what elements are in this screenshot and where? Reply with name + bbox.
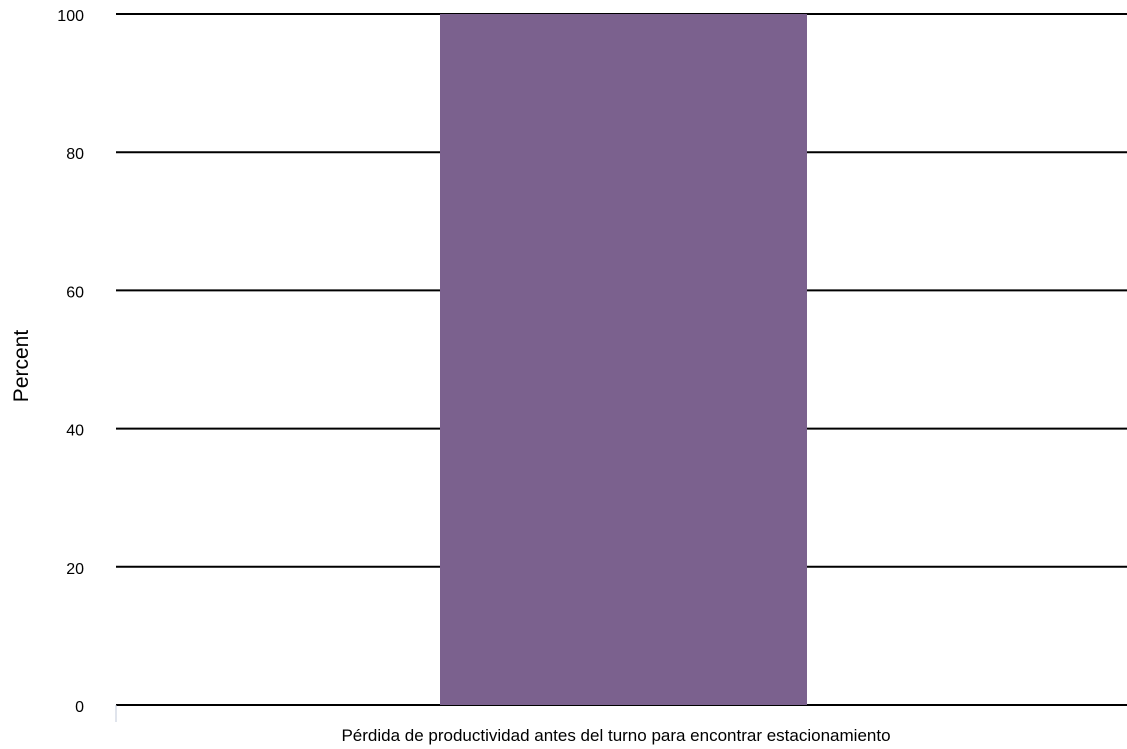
y-tick-label: 60	[66, 284, 84, 301]
y-tick-labels: 0 20 40 60 80 100	[57, 8, 84, 716]
y-tick-label: 0	[75, 699, 84, 716]
x-tick-labels: Pérdida de productividad antes del turno…	[341, 726, 890, 745]
y-tick-label: 100	[57, 8, 84, 25]
y-tick-label: 80	[66, 146, 84, 163]
bar	[440, 14, 807, 705]
y-axis-label: Percent	[10, 330, 33, 403]
y-tick-label: 20	[66, 561, 84, 578]
x-tick-label: Pérdida de productividad antes del turno…	[341, 726, 890, 745]
bars	[440, 14, 807, 705]
y-tick-label: 40	[66, 423, 84, 440]
